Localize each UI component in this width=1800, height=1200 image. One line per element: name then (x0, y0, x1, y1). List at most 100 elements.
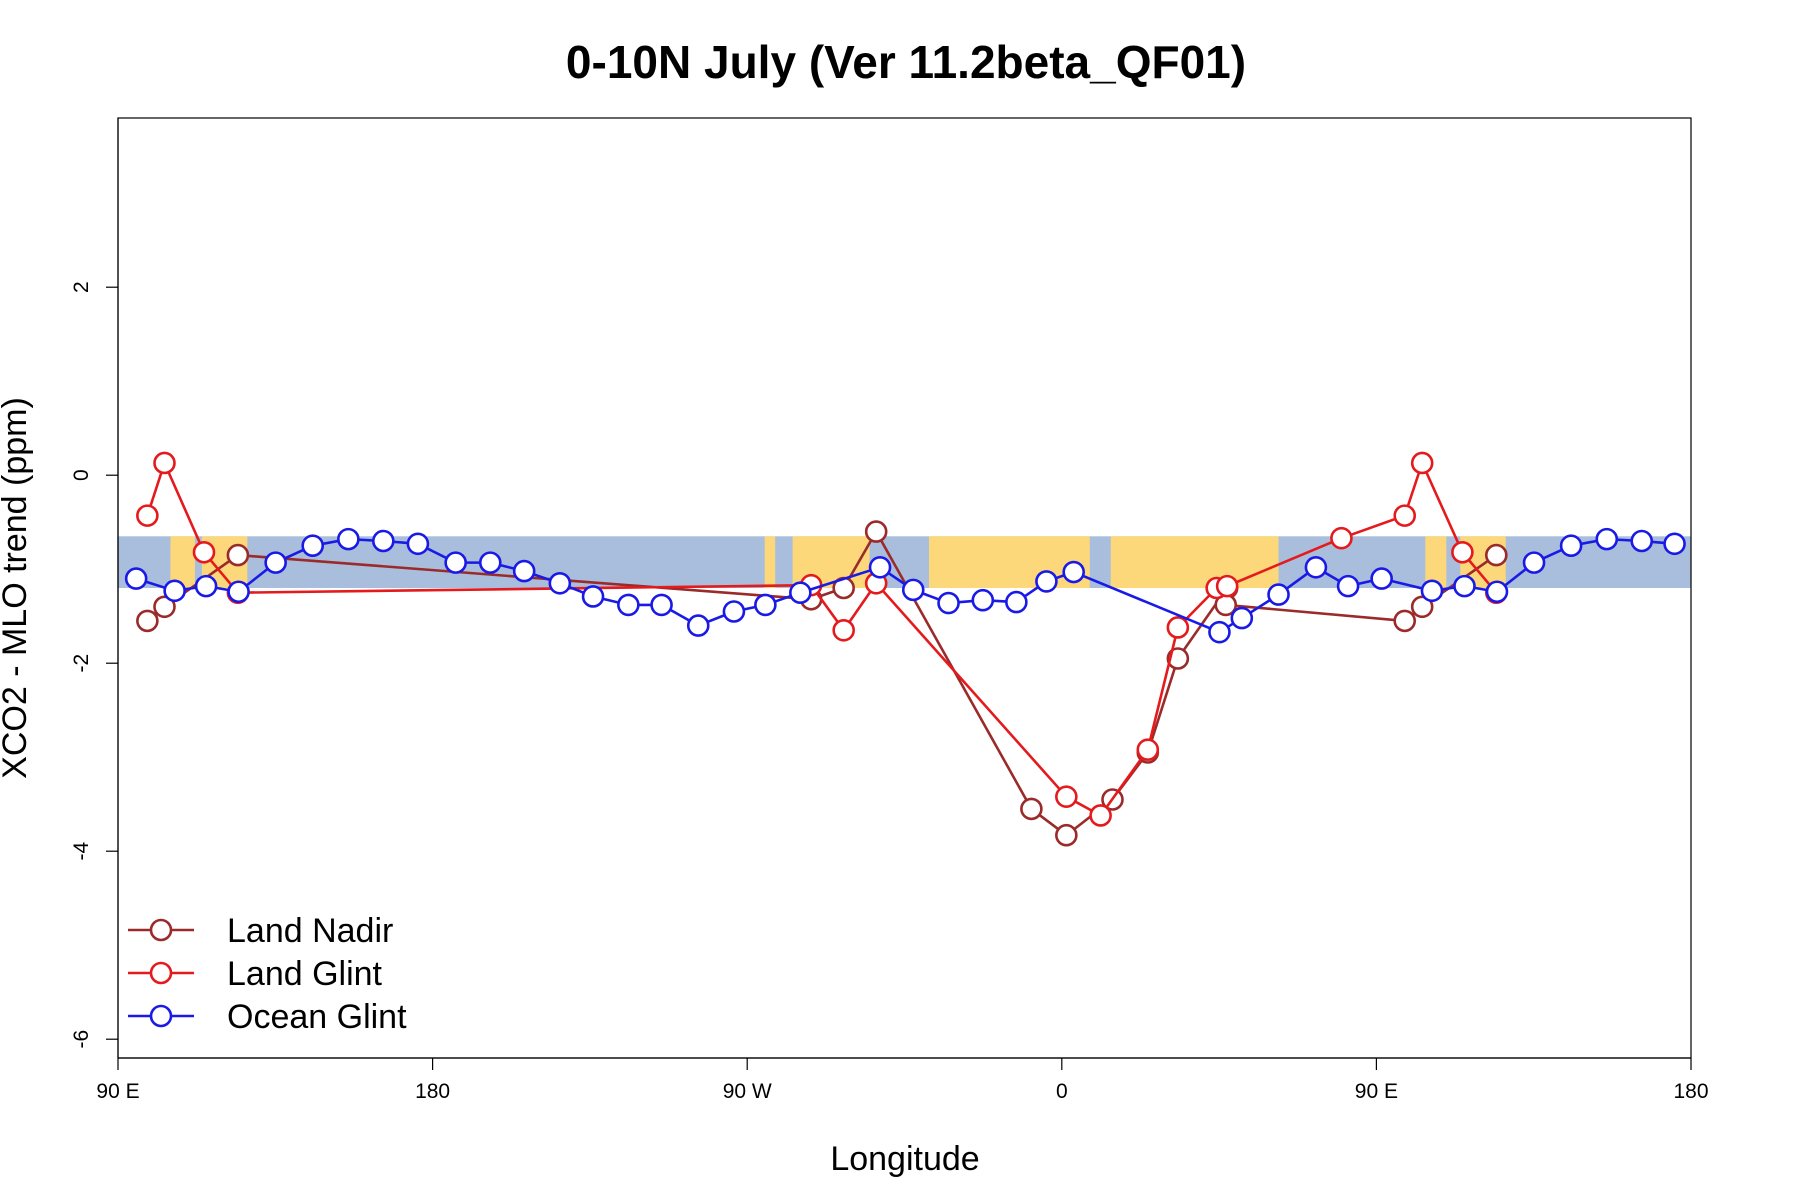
series-land-glint (136, 451, 1508, 827)
data-point (1453, 574, 1476, 598)
data-point (1484, 543, 1508, 567)
data-point (1166, 616, 1190, 639)
data-point (1005, 590, 1028, 614)
legend-entry: Land Glint (128, 955, 383, 993)
x-tick-label: 0 (1056, 1080, 1068, 1103)
x-axis-label: Longitude (830, 1140, 979, 1178)
land-segment (928, 536, 1090, 588)
data-point (1630, 529, 1654, 553)
data-point (1035, 570, 1058, 593)
data-point (1522, 551, 1546, 574)
data-point (1230, 606, 1254, 630)
series-ocean-glint (124, 527, 1686, 644)
data-point (581, 585, 605, 608)
data-point (512, 559, 536, 583)
data-point (1055, 823, 1078, 847)
data-point (1166, 647, 1190, 670)
data-point (1215, 574, 1239, 598)
legend: Land Nadir Land Glint Ocean Glint (128, 912, 407, 1036)
y-tick-label: 0 (70, 469, 93, 481)
land-segment (1425, 536, 1447, 588)
data-point (650, 593, 673, 617)
y-tick-label: -6 (70, 1030, 93, 1049)
data-point (1089, 804, 1112, 827)
data-point (1020, 797, 1043, 821)
data-point (444, 551, 467, 574)
legend-entry: Land Nadir (128, 912, 393, 950)
data-point (548, 571, 572, 595)
data-point (227, 580, 250, 604)
data-point (868, 556, 892, 579)
y-tick-label: 2 (70, 281, 93, 293)
data-point (124, 567, 148, 590)
data-point (1595, 527, 1619, 551)
data-point (192, 540, 216, 564)
data-point (337, 527, 360, 551)
x-tick-label: 90 W (723, 1080, 772, 1103)
data-point (153, 451, 176, 475)
data-point (1410, 595, 1434, 619)
plot-frame (117, 117, 1692, 1059)
legend-entry: Ocean Glint (128, 998, 407, 1036)
data-series (124, 451, 1686, 847)
data-point (832, 618, 855, 642)
series-line-segment (1073, 570, 1220, 634)
data-point (1330, 526, 1353, 550)
series-line-segment (1146, 658, 1180, 753)
data-point (1393, 609, 1417, 633)
data-point (1304, 556, 1328, 579)
y-tick-label: -2 (70, 654, 93, 673)
legend-marker (149, 1004, 173, 1028)
land-segment (170, 536, 195, 588)
data-point (1267, 583, 1290, 606)
data-point (194, 574, 218, 598)
series-line-segment (875, 582, 1068, 798)
legend-label: Ocean Glint (227, 998, 407, 1036)
data-point (686, 614, 710, 637)
data-point (163, 579, 186, 603)
data-point (136, 504, 159, 527)
data-point (937, 591, 960, 615)
data-point (1410, 451, 1434, 475)
y-tick-label: -4 (70, 842, 93, 861)
x-tick-label: 180 (1673, 1080, 1708, 1103)
data-point (901, 578, 925, 602)
data-point (1393, 504, 1417, 527)
series-line-segment (1421, 462, 1464, 553)
land-segment (764, 536, 776, 588)
legend-label: Land Nadir (227, 912, 393, 950)
series-line-segment (163, 462, 206, 553)
series-line-segment (799, 566, 881, 594)
data-point (136, 609, 159, 633)
x-tick-label: 90 E (1355, 1080, 1398, 1103)
data-point (971, 588, 995, 612)
series-line-segment (1099, 748, 1149, 817)
data-point (1055, 785, 1078, 808)
data-point (153, 595, 176, 619)
series-line-segment (1146, 627, 1180, 750)
data-point (789, 581, 812, 605)
data-point (1485, 580, 1509, 604)
x-tick-label: 90 E (96, 1080, 139, 1103)
data-point (754, 593, 777, 617)
data-point (1559, 534, 1583, 558)
data-point (1208, 620, 1231, 644)
y-axis-label: XCO2 - MLO trend (ppm) (0, 397, 34, 779)
data-point (722, 600, 746, 623)
data-point (372, 529, 395, 553)
series-line-segment (237, 583, 812, 594)
data-point (1336, 574, 1360, 598)
reference-band (118, 536, 1691, 588)
data-point (1420, 579, 1444, 603)
data-point (264, 551, 287, 574)
data-point (406, 532, 430, 556)
legend-marker (149, 918, 173, 942)
legend-label: Land Glint (227, 955, 383, 993)
data-point (1451, 540, 1474, 564)
data-point (301, 534, 325, 558)
chart-title: 0-10N July (Ver 11.2beta_QF01) (566, 36, 1246, 88)
data-point (1062, 560, 1085, 584)
data-point (478, 551, 502, 574)
data-point (864, 520, 888, 543)
